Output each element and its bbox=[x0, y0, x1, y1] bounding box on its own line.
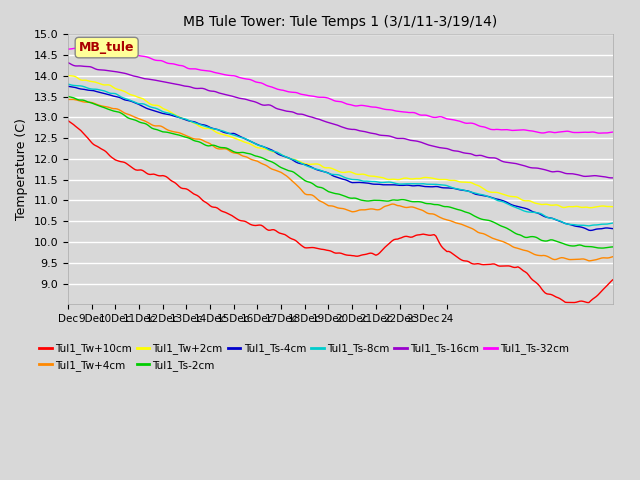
Line: Tul1_Ts-32cm: Tul1_Ts-32cm bbox=[68, 47, 612, 133]
Tul1_Ts-2cm bbox=[598, 245, 605, 251]
Tul1_Tw+2cm bbox=[587, 205, 595, 211]
Tul1_Ts-2cm bbox=[523, 235, 531, 240]
Line: Tul1_Tw+2cm: Tul1_Tw+2cm bbox=[68, 75, 612, 208]
Tul1_Ts-32cm bbox=[525, 128, 532, 133]
Tul1_Ts-4cm bbox=[397, 182, 405, 188]
Tul1_Tw+4cm bbox=[559, 255, 567, 261]
Tul1_Ts-32cm bbox=[609, 129, 616, 135]
Tul1_Tw+10cm bbox=[523, 270, 531, 276]
Tul1_Ts-2cm bbox=[387, 198, 394, 204]
Tul1_Tw+2cm bbox=[64, 72, 72, 78]
Line: Tul1_Tw+10cm: Tul1_Tw+10cm bbox=[68, 120, 612, 302]
Tul1_Ts-4cm bbox=[66, 84, 74, 89]
Tul1_Ts-16cm bbox=[64, 60, 72, 66]
Tul1_Ts-8cm bbox=[64, 81, 72, 87]
Tul1_Tw+4cm bbox=[64, 96, 72, 102]
Tul1_Ts-4cm bbox=[609, 226, 616, 231]
Tul1_Ts-16cm bbox=[387, 133, 394, 139]
Tul1_Ts-32cm bbox=[596, 130, 604, 136]
Line: Tul1_Ts-8cm: Tul1_Ts-8cm bbox=[68, 84, 612, 226]
Tul1_Ts-32cm bbox=[88, 44, 95, 50]
Tul1_Ts-32cm bbox=[64, 46, 72, 52]
Tul1_Ts-8cm bbox=[609, 220, 616, 226]
Tul1_Tw+2cm bbox=[609, 204, 616, 210]
Line: Tul1_Ts-4cm: Tul1_Ts-4cm bbox=[68, 86, 612, 230]
Tul1_Ts-16cm bbox=[558, 169, 566, 175]
Line: Tul1_Ts-2cm: Tul1_Ts-2cm bbox=[68, 96, 612, 248]
Tul1_Tw+2cm bbox=[66, 73, 74, 79]
Line: Tul1_Tw+4cm: Tul1_Tw+4cm bbox=[68, 99, 612, 261]
Tul1_Tw+10cm bbox=[387, 240, 394, 245]
Tul1_Tw+10cm bbox=[397, 235, 405, 240]
Tul1_Ts-32cm bbox=[388, 107, 396, 113]
Tul1_Ts-16cm bbox=[523, 164, 531, 169]
Tul1_Ts-8cm bbox=[558, 219, 566, 225]
Tul1_Ts-16cm bbox=[66, 60, 74, 66]
Tul1_Tw+4cm bbox=[525, 249, 532, 254]
Tul1_Tw+4cm bbox=[390, 201, 398, 207]
Title: MB Tule Tower: Tule Temps 1 (3/1/11-3/19/14): MB Tule Tower: Tule Temps 1 (3/1/11-3/19… bbox=[183, 15, 497, 29]
Tul1_Ts-4cm bbox=[388, 182, 396, 188]
Tul1_Tw+10cm bbox=[388, 238, 396, 244]
Y-axis label: Temperature (C): Temperature (C) bbox=[15, 119, 28, 220]
Tul1_Ts-4cm bbox=[558, 219, 566, 225]
Tul1_Ts-4cm bbox=[387, 182, 394, 188]
Tul1_Ts-16cm bbox=[397, 135, 405, 141]
Tul1_Tw+4cm bbox=[585, 258, 593, 264]
Tul1_Tw+4cm bbox=[388, 201, 396, 207]
Tul1_Tw+4cm bbox=[66, 96, 74, 102]
Tul1_Tw+4cm bbox=[68, 96, 76, 102]
Tul1_Ts-4cm bbox=[587, 228, 595, 233]
Tul1_Tw+2cm bbox=[558, 204, 566, 210]
Line: Tul1_Ts-16cm: Tul1_Ts-16cm bbox=[68, 63, 612, 178]
Tul1_Ts-8cm bbox=[388, 180, 396, 185]
Tul1_Tw+4cm bbox=[609, 254, 616, 260]
Tul1_Ts-4cm bbox=[64, 84, 72, 89]
Tul1_Ts-32cm bbox=[66, 46, 74, 52]
Tul1_Ts-2cm bbox=[66, 94, 74, 100]
Tul1_Ts-8cm bbox=[66, 82, 74, 87]
Tul1_Ts-2cm bbox=[397, 197, 405, 203]
Tul1_Tw+2cm bbox=[397, 176, 405, 182]
Tul1_Ts-32cm bbox=[390, 108, 398, 113]
Tul1_Tw+2cm bbox=[523, 198, 531, 204]
Legend: Tul1_Tw+10cm, Tul1_Tw+4cm, Tul1_Tw+2cm, Tul1_Ts-2cm, Tul1_Ts-4cm, Tul1_Ts-8cm, T: Tul1_Tw+10cm, Tul1_Tw+4cm, Tul1_Tw+2cm, … bbox=[35, 339, 573, 375]
Tul1_Tw+4cm bbox=[399, 204, 407, 210]
Tul1_Ts-8cm bbox=[387, 180, 394, 185]
Tul1_Ts-2cm bbox=[609, 244, 616, 250]
Tul1_Ts-8cm bbox=[523, 209, 531, 215]
Tul1_Tw+10cm bbox=[64, 118, 72, 123]
Tul1_Ts-16cm bbox=[388, 134, 396, 140]
Tul1_Ts-32cm bbox=[559, 129, 567, 134]
Tul1_Ts-2cm bbox=[558, 240, 566, 246]
Tul1_Ts-2cm bbox=[64, 94, 72, 99]
Tul1_Tw+2cm bbox=[388, 176, 396, 182]
Tul1_Ts-32cm bbox=[399, 109, 407, 115]
Tul1_Tw+10cm bbox=[585, 300, 593, 305]
Tul1_Tw+10cm bbox=[558, 297, 566, 302]
Tul1_Tw+10cm bbox=[66, 119, 74, 125]
Tul1_Ts-8cm bbox=[397, 181, 405, 187]
Tul1_Ts-8cm bbox=[585, 223, 593, 229]
Tul1_Ts-16cm bbox=[609, 175, 616, 181]
Tul1_Tw+10cm bbox=[609, 277, 616, 283]
Text: MB_tule: MB_tule bbox=[79, 41, 134, 54]
Tul1_Ts-2cm bbox=[388, 197, 396, 203]
Tul1_Ts-4cm bbox=[523, 206, 531, 212]
Tul1_Tw+2cm bbox=[387, 177, 394, 182]
